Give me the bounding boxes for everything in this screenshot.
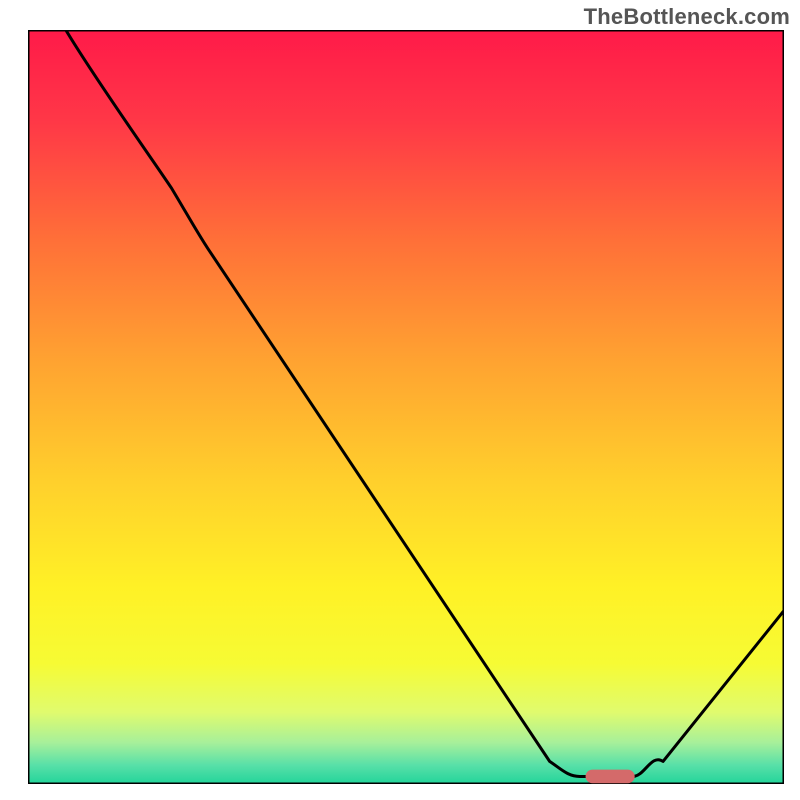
chart-svg — [28, 30, 784, 784]
chart-plot-area — [28, 30, 784, 784]
watermark-text: TheBottleneck.com — [584, 4, 790, 30]
optimal-marker — [586, 770, 635, 784]
